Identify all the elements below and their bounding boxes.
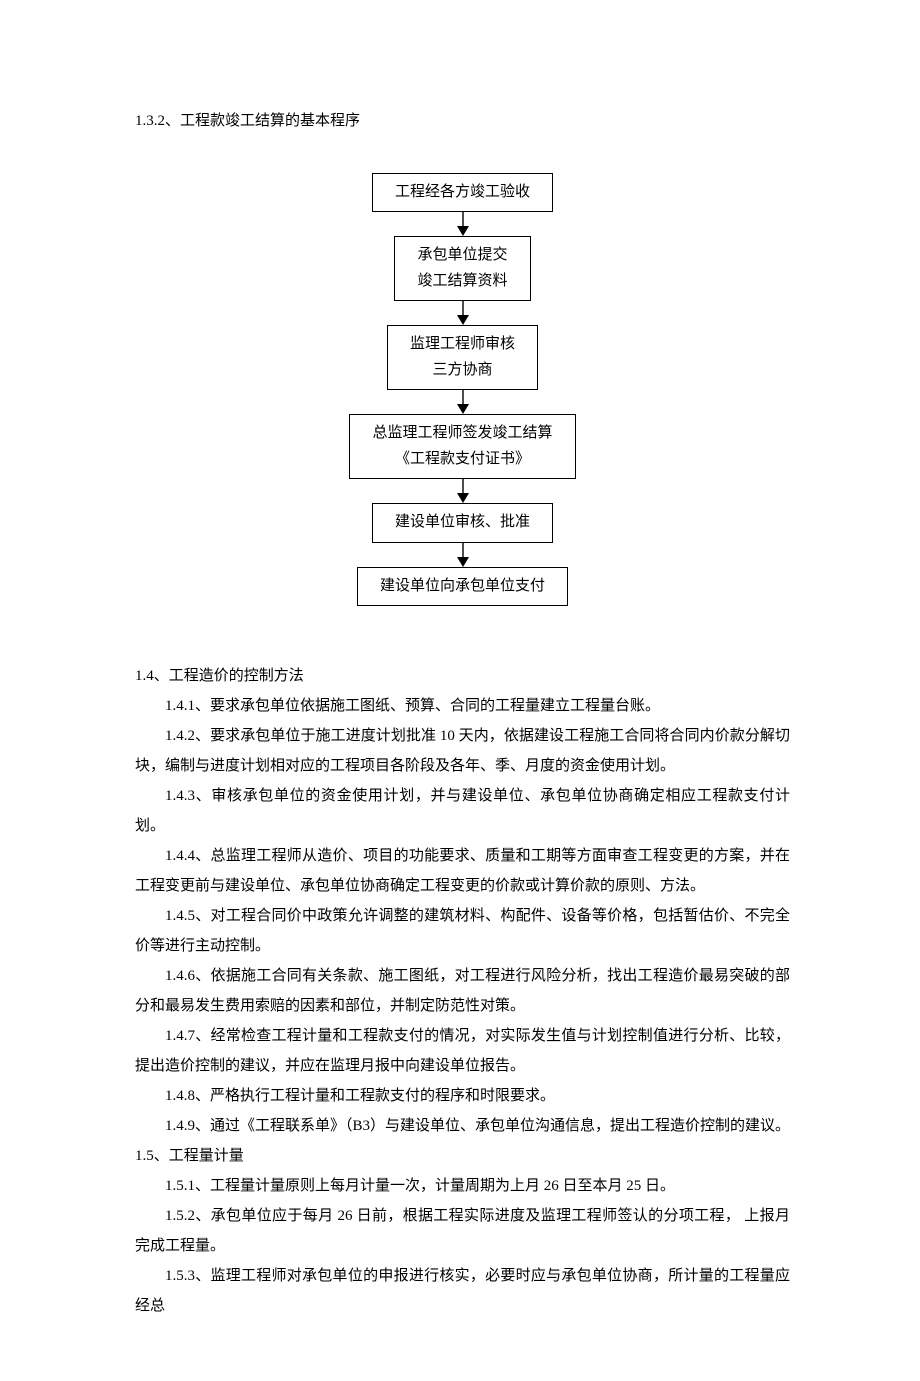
flow-node-3-line2: 三方协商 [432, 362, 492, 378]
flow-node-2-line2: 竣工结算资料 [417, 273, 507, 289]
flow-node-4-line2: 《工程款支付证书》 [395, 451, 530, 467]
para-1-4-4: 1.4.4、总监理工程师从造价、项目的功能要求、质量和工期等方面审查工程变更的方… [135, 841, 790, 901]
para-1-4-5: 1.4.5、对工程合同价中政策允许调整的建筑材料、构配件、设备等价格，包括暂估价… [135, 901, 790, 961]
para-1-5-1: 1.5.1、工程量计量原则上每月计量一次，计量周期为上月 26 日至本月 25 … [135, 1171, 790, 1201]
flow-node-1: 工程经各方竣工验收 [372, 173, 553, 213]
para-1-4-7: 1.4.7、经常检查工程计量和工程款支付的情况，对实际发生值与计划控制值进行分析… [135, 1021, 790, 1081]
flow-node-3: 监理工程师审核 三方协商 [387, 325, 538, 390]
para-1-4-1: 1.4.1、要求承包单位依据施工图纸、预算、合同的工程量建立工程量台账。 [135, 691, 790, 721]
flow-node-2: 承包单位提交 竣工结算资料 [394, 236, 530, 301]
flow-node-5-text: 建设单位审核、批准 [395, 514, 530, 530]
flow-node-6-text: 建设单位向承包单位支付 [380, 578, 545, 594]
heading-1-4: 1.4、工程造价的控制方法 [135, 661, 790, 691]
flow-node-6: 建设单位向承包单位支付 [357, 567, 568, 607]
para-1-4-8: 1.4.8、严格执行工程计量和工程款支付的程序和时限要求。 [135, 1081, 790, 1111]
para-1-4-3: 1.4.3、审核承包单位的资金使用计划，并与建设单位、承包单位协商确定相应工程款… [135, 781, 790, 841]
flow-arrow-5 [453, 543, 473, 567]
heading-1-5: 1.5、工程量计量 [135, 1141, 790, 1171]
flow-arrow-4 [453, 479, 473, 503]
flow-node-4-line1: 总监理工程师签发竣工结算 [372, 425, 552, 441]
flow-node-4: 总监理工程师签发竣工结算 《工程款支付证书》 [349, 414, 575, 479]
document-page: 1.3.2、工程款竣工结算的基本程序 工程经各方竣工验收 承包单位提交 竣工结算… [0, 0, 920, 1381]
para-1-5-2: 1.5.2、承包单位应于每月 26 日前，根据工程实际进度及监理工程师签认的分项… [135, 1201, 790, 1261]
para-1-4-6: 1.4.6、依据施工合同有关条款、施工图纸，对工程进行风险分析，找出工程造价最易… [135, 961, 790, 1021]
flow-node-3-line1: 监理工程师审核 [410, 336, 515, 352]
flow-node-5: 建设单位审核、批准 [372, 503, 553, 543]
flow-node-2-line1: 承包单位提交 [417, 247, 507, 263]
para-1-5-3: 1.5.3、监理工程师对承包单位的申报进行核实，必要时应与承包单位协商，所计量的… [135, 1261, 790, 1321]
flow-arrow-1 [453, 212, 473, 236]
flowchart: 工程经各方竣工验收 承包单位提交 竣工结算资料 监理工程师审核 三方协商 总监理… [135, 173, 790, 607]
body-text: 1.4、工程造价的控制方法 1.4.1、要求承包单位依据施工图纸、预算、合同的工… [135, 661, 790, 1321]
flow-arrow-3 [453, 390, 473, 414]
heading-1-3-2: 1.3.2、工程款竣工结算的基本程序 [135, 110, 790, 133]
para-1-4-2: 1.4.2、要求承包单位于施工进度计划批准 10 天内，依据建设工程施工合同将合… [135, 721, 790, 781]
flow-arrow-2 [453, 301, 473, 325]
para-1-4-9: 1.4.9、通过《工程联系单》（B3）与建设单位、承包单位沟通信息，提出工程造价… [135, 1111, 790, 1141]
flow-node-1-text: 工程经各方竣工验收 [395, 184, 530, 200]
